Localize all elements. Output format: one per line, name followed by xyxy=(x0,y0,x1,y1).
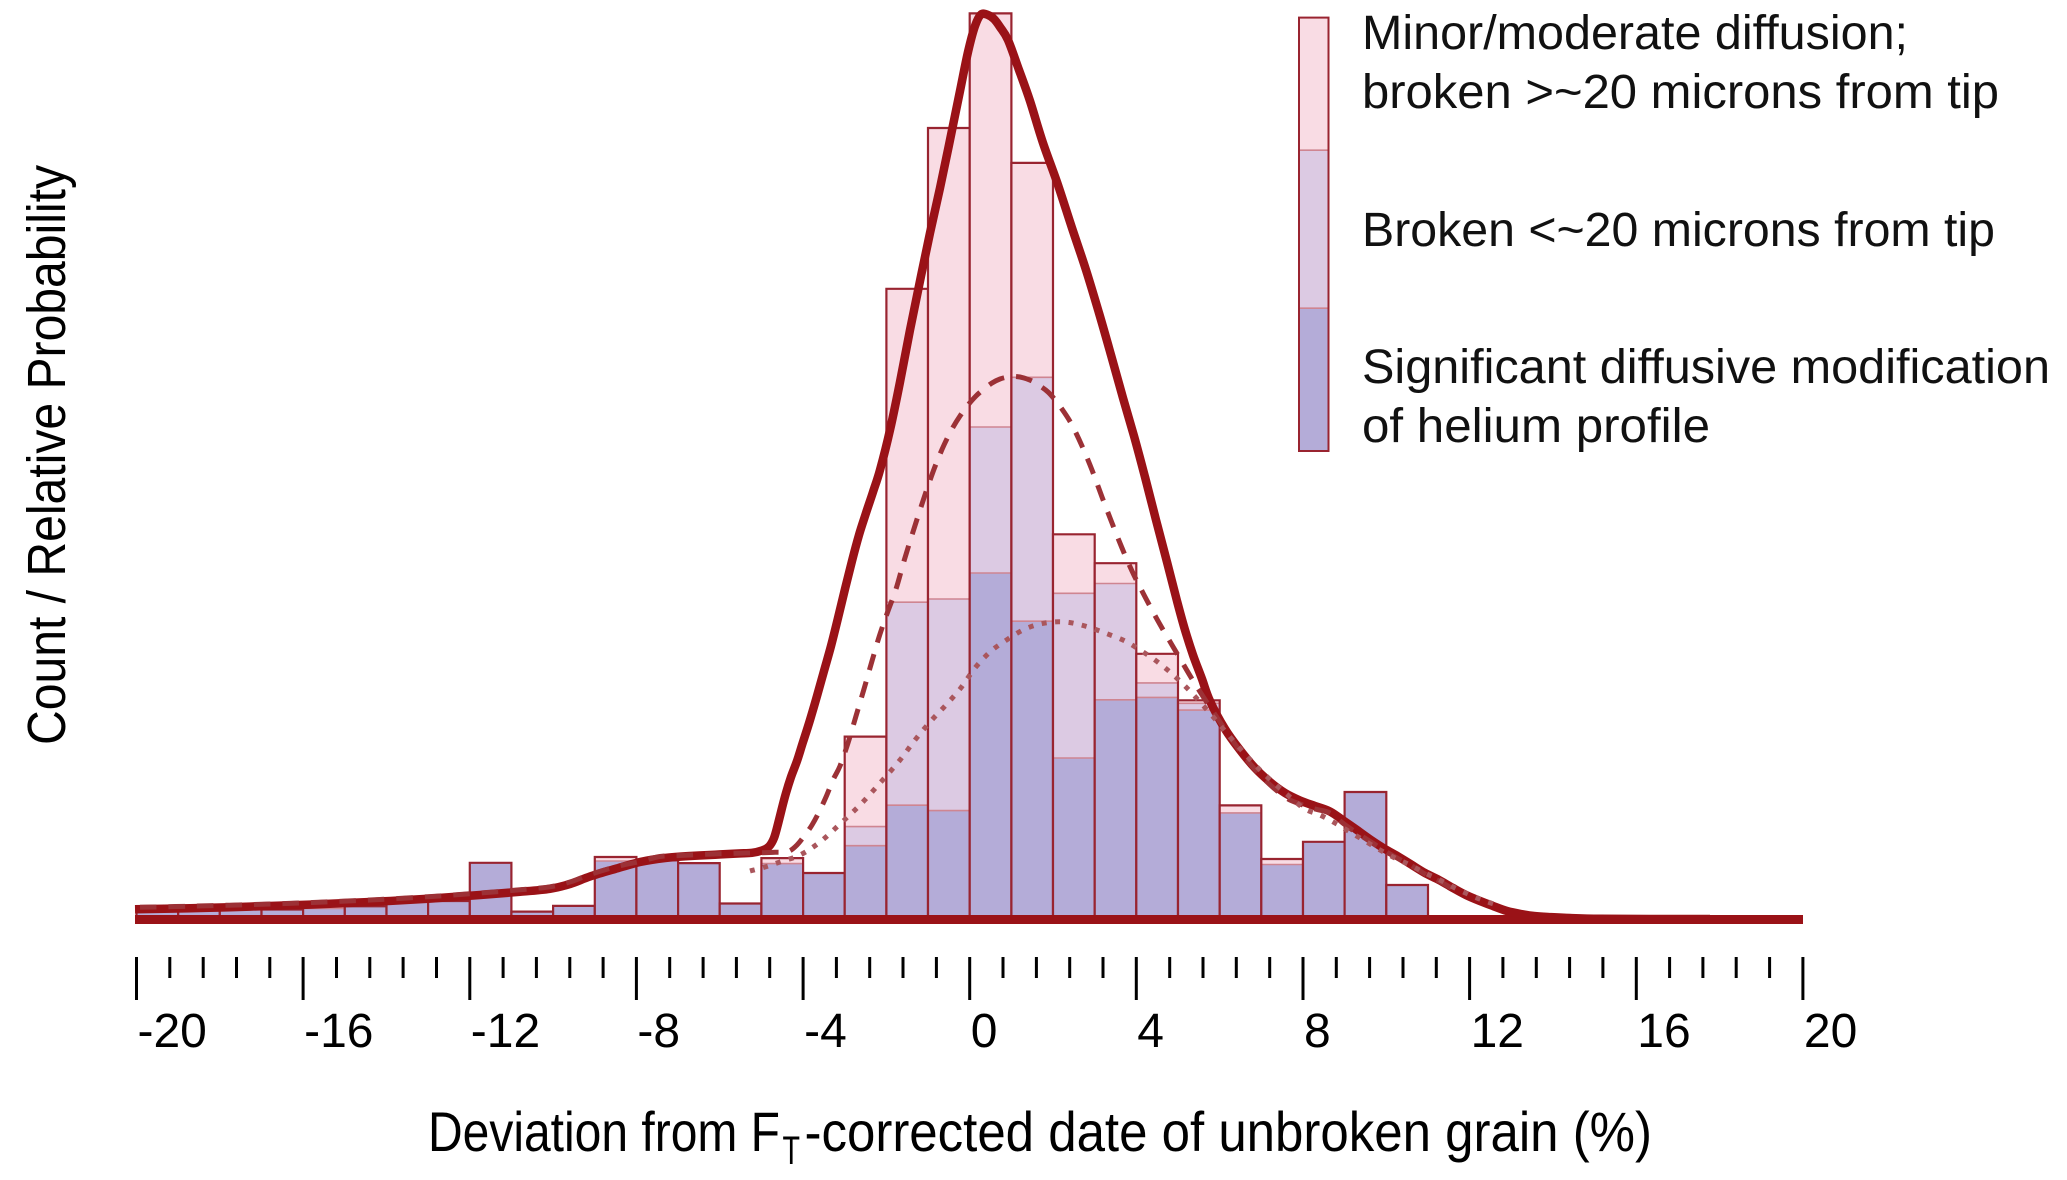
svg-text:16: 16 xyxy=(1637,1005,1690,1058)
svg-text:20: 20 xyxy=(1804,1005,1857,1058)
svg-text:-8: -8 xyxy=(637,1005,680,1058)
svg-text:-12: -12 xyxy=(471,1005,540,1058)
svg-text:Count / Relative Probability: Count / Relative Probability xyxy=(17,165,77,745)
svg-text:Broken <~20 microns from tip: Broken <~20 microns from tip xyxy=(1362,204,1995,257)
svg-text:12: 12 xyxy=(1471,1005,1524,1058)
svg-text:T: T xyxy=(783,1129,801,1173)
svg-text:broken >~20 microns from tip: broken >~20 microns from tip xyxy=(1362,66,1999,119)
svg-text:0: 0 xyxy=(971,1005,998,1058)
svg-text:-corrected date of unbroken gr: -corrected date of unbroken grain (%) xyxy=(805,1100,1653,1163)
svg-text:-20: -20 xyxy=(138,1005,207,1058)
svg-text:Significant diffusive modifica: Significant diffusive modification xyxy=(1362,341,2050,394)
svg-text:of helium profile: of helium profile xyxy=(1362,400,1710,453)
svg-text:-16: -16 xyxy=(304,1005,373,1058)
svg-text:Minor/moderate diffusion;: Minor/moderate diffusion; xyxy=(1362,7,1908,60)
svg-text:-4: -4 xyxy=(804,1005,847,1058)
svg-text:8: 8 xyxy=(1304,1005,1331,1058)
svg-text:Deviation from F: Deviation from F xyxy=(428,1100,780,1163)
svg-text:4: 4 xyxy=(1137,1005,1164,1058)
